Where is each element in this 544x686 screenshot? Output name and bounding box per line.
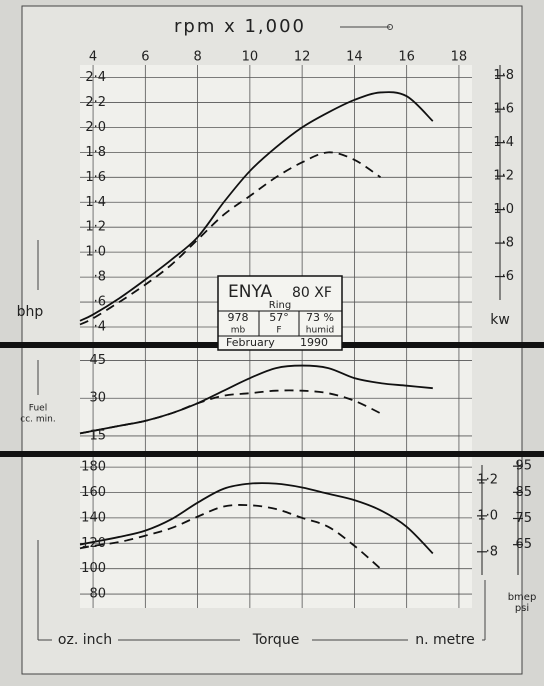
y-tick-label: 95 (515, 459, 532, 474)
y-tick-label: 1·4 (85, 195, 106, 210)
box-cell: 57° (269, 311, 289, 324)
info-box (217, 275, 343, 351)
y-tick-label: 75 (515, 511, 532, 526)
label-bg (408, 632, 482, 648)
y2-axis-label: kw (490, 312, 510, 328)
y-tick-label: 30 (89, 391, 106, 406)
y-axis-label: bhp (17, 304, 44, 320)
curve (79, 504, 382, 570)
y-tick-label: ·8 (502, 236, 514, 251)
box-cell: 978 (228, 311, 249, 324)
box-subtitle: Ring (269, 300, 291, 311)
x-tick-label: 10 (242, 50, 259, 65)
y-tick-label: 2·4 (85, 70, 106, 85)
box-model: 80 XF (292, 285, 332, 301)
x-tick-label: 4 (89, 50, 97, 65)
y-tick-label: ·8 (486, 544, 498, 559)
y-tick-label: 1·2 (85, 220, 106, 235)
y3-axis-label: psi (515, 603, 529, 614)
y-tick-label: 1·6 (85, 170, 106, 185)
y-tick-label: 1·0 (477, 508, 498, 523)
box-cell: 73 % (306, 311, 334, 324)
box-cell: F (276, 326, 281, 336)
x-tick-label: 16 (398, 50, 415, 65)
x-tick-label: 8 (193, 50, 201, 65)
curve (79, 91, 434, 322)
x-tick-label: 6 (141, 50, 149, 65)
y2-axis-label: n. metre (415, 632, 475, 648)
y-axis-label: oz. inch (58, 632, 112, 648)
y-tick-label: 120 (81, 536, 106, 551)
y-tick-label: 100 (81, 561, 106, 576)
y-tick-label: 160 (81, 485, 106, 500)
box-month: February (226, 336, 275, 349)
y-tick-label: 1·2 (493, 169, 514, 184)
y-axis-label: cc. min. (20, 415, 55, 425)
y-tick-label: 140 (81, 510, 106, 525)
y-tick-label: 45 (89, 353, 106, 368)
y-tick-label: 85 (515, 485, 532, 500)
label-bg (52, 632, 118, 648)
box-cell: humid (306, 326, 334, 336)
box-name: ENYA (228, 282, 273, 302)
y-tick-label: 2·2 (85, 95, 106, 110)
y-tick-label: ·8 (94, 270, 106, 285)
y-tick-label: 180 (81, 460, 106, 475)
y-tick-label: 1·2 (477, 472, 498, 487)
y-tick-label: 2·0 (85, 120, 106, 135)
y-tick-label: 15 (89, 428, 106, 443)
divider (0, 451, 544, 457)
x-tick-label: 14 (346, 50, 363, 65)
x-tick-label: 12 (294, 50, 311, 65)
x-tick-label: 18 (451, 50, 468, 65)
label-bg (240, 632, 312, 648)
y-tick-label: ·6 (502, 269, 514, 284)
curve (79, 482, 434, 555)
box-year: 1990 (300, 336, 328, 349)
box-cell: mb (231, 326, 246, 336)
y-tick-label: 1·4 (493, 135, 514, 150)
y-tick-label: 1·8 (493, 68, 514, 83)
x-axis-label: Torque (252, 632, 300, 648)
decor (387, 24, 393, 30)
y-tick-label: 1·0 (493, 202, 514, 217)
y3-axis-label: bmep (508, 592, 537, 603)
y-tick-label: 1·6 (493, 102, 514, 117)
y-tick-label: 65 (515, 537, 532, 552)
y-tick-label: ·4 (94, 320, 106, 335)
y-tick-label: 1·8 (85, 145, 106, 160)
curve (79, 151, 382, 326)
y-tick-label: 80 (89, 587, 106, 602)
x-axis-title: rpm x 1,000 (174, 16, 306, 37)
y-axis-label: Fuel (29, 404, 47, 414)
y-tick-label: 1·0 (85, 245, 106, 260)
y-tick-label: ·6 (94, 295, 106, 310)
